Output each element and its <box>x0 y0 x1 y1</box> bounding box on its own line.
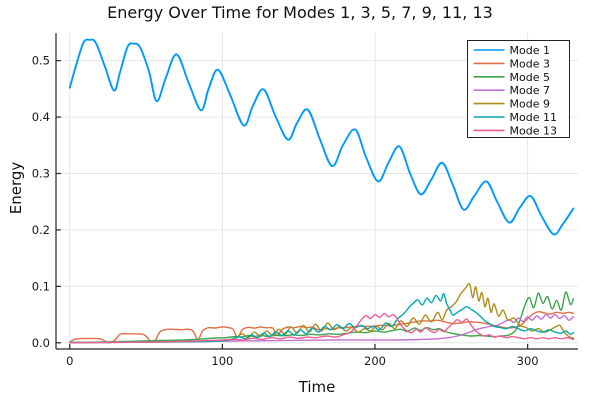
legend-entry-label: Mode 11 <box>510 111 557 124</box>
chart-title: Energy Over Time for Modes 1, 3, 5, 7, 9… <box>107 3 493 22</box>
y-tick-label: 0.4 <box>32 110 50 124</box>
x-tick-label: 100 <box>211 354 233 368</box>
y-axis-label: Energy <box>7 161 25 215</box>
legend-entry-label: Mode 13 <box>510 124 557 137</box>
x-axis-label: Time <box>298 378 336 396</box>
legend-entry-label: Mode 1 <box>510 44 550 57</box>
x-tick-label: 200 <box>364 354 386 368</box>
series-line-mode-7 <box>69 313 575 344</box>
y-tick-label: 0.0 <box>32 336 50 350</box>
legend-entry-label: Mode 9 <box>510 98 550 111</box>
y-tick-label: 0.3 <box>32 167 50 181</box>
legend-entry-label: Mode 7 <box>510 84 550 97</box>
series-line-mode-13 <box>69 312 575 344</box>
y-tick-label: 0.5 <box>32 54 50 68</box>
x-tick-label: 300 <box>517 354 539 368</box>
x-tick-label: 0 <box>66 354 73 368</box>
legend-entry-label: Mode 3 <box>510 57 550 70</box>
y-tick-label: 0.2 <box>32 223 50 237</box>
legend-box <box>467 40 570 138</box>
series-line-mode-11 <box>69 292 575 344</box>
series-line-mode-1 <box>68 38 575 236</box>
y-tick-label: 0.1 <box>32 279 50 293</box>
legend-entry-label: Mode 5 <box>510 71 550 84</box>
series-line-mode-9 <box>69 283 575 344</box>
